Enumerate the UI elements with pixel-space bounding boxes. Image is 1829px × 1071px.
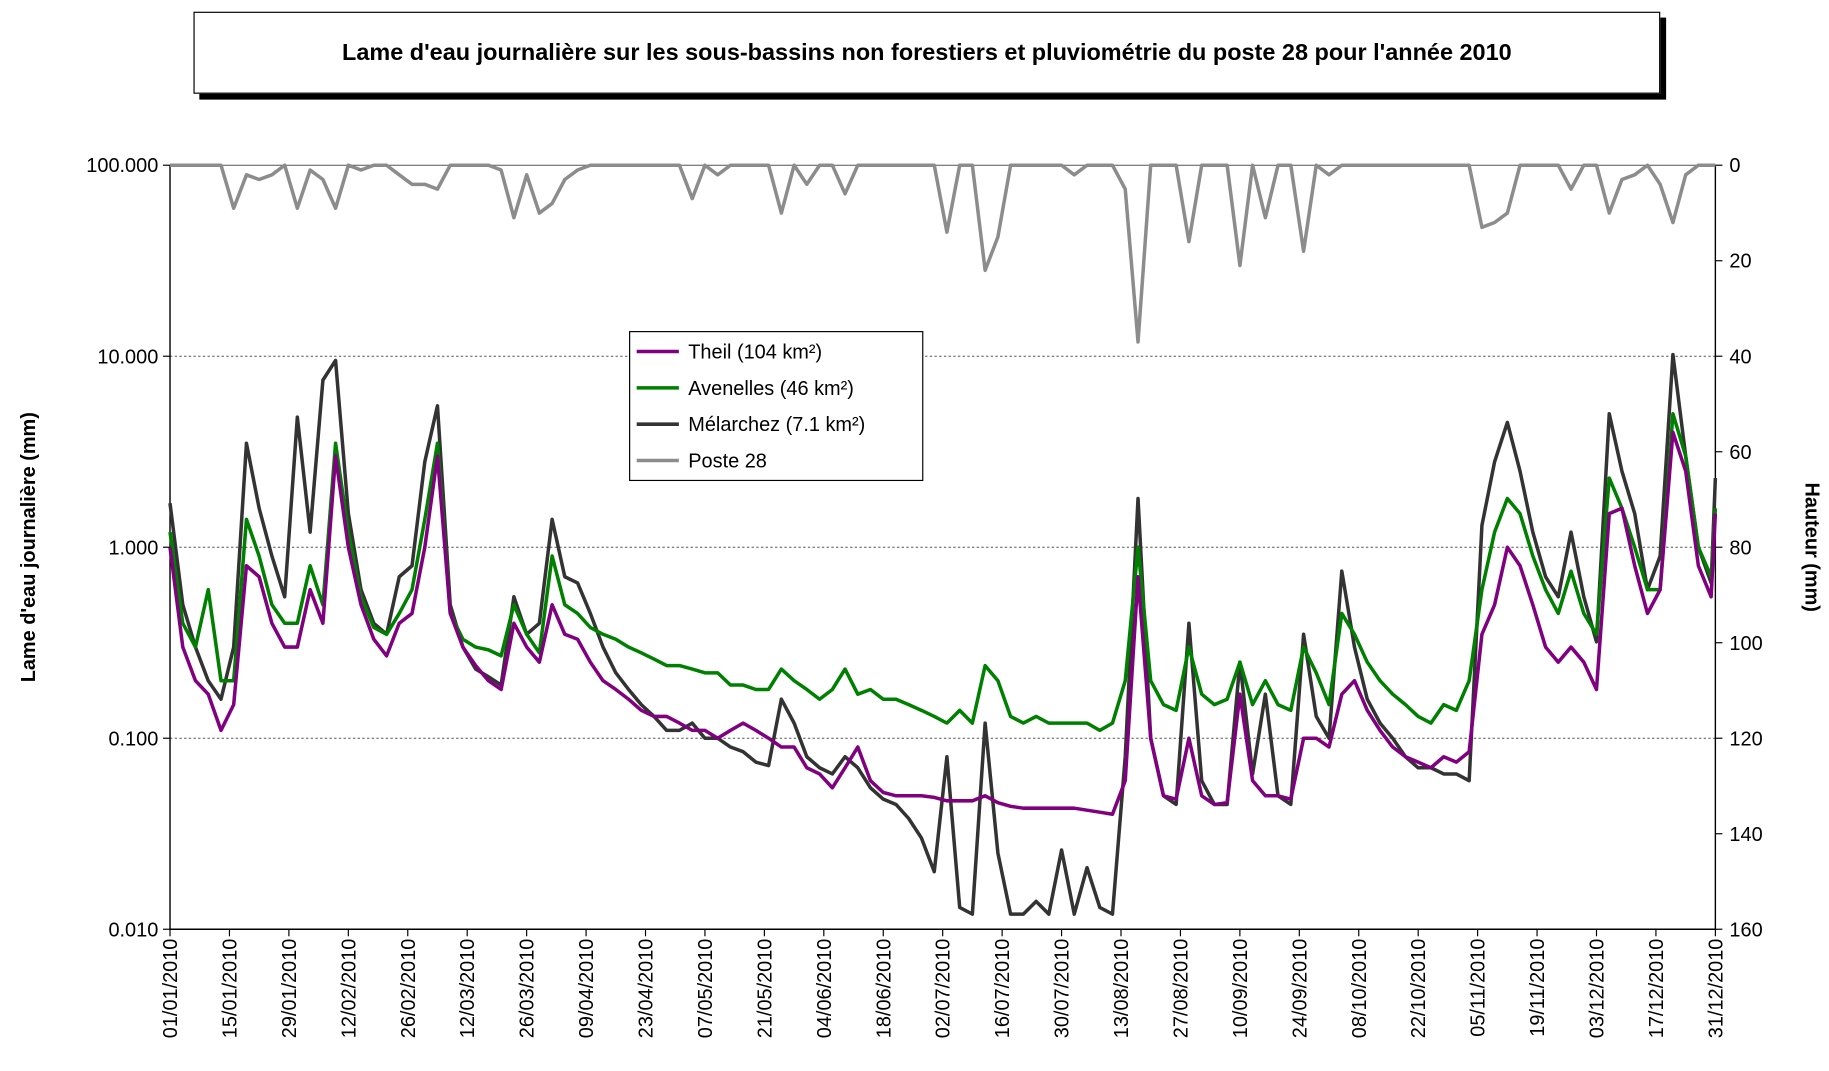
series-line xyxy=(168,352,1718,916)
x-tick-label: 08/10/2010 xyxy=(1349,939,1371,1039)
x-tick-label: 09/04/2010 xyxy=(576,939,598,1039)
y-tick-label: 100.000 xyxy=(86,155,158,177)
y-tick-label: 1.000 xyxy=(108,537,158,559)
y2-tick-label: 20 xyxy=(1729,251,1751,273)
y2-tick-label: 140 xyxy=(1729,824,1762,846)
x-tick-label: 26/03/2010 xyxy=(517,939,539,1039)
x-tick-label: 03/12/2010 xyxy=(1587,939,1609,1039)
y2-tick-label: 60 xyxy=(1729,442,1751,464)
y2-tick-label: 0 xyxy=(1729,155,1740,177)
legend-box xyxy=(629,331,924,482)
x-tick-label: 04/06/2010 xyxy=(814,939,836,1039)
x-tick-label: 19/11/2010 xyxy=(1527,939,1549,1037)
y2-tick-label: 40 xyxy=(1729,346,1751,368)
x-tick-label: 01/01/2010 xyxy=(160,939,182,1039)
x-tick-label: 12/02/2010 xyxy=(338,939,360,1039)
x-tick-label: 07/05/2010 xyxy=(695,939,717,1039)
x-tick-label: 22/10/2010 xyxy=(1408,939,1430,1039)
legend-label: Poste 28 xyxy=(688,451,767,473)
y2-tick-label: 100 xyxy=(1729,633,1762,655)
y-tick-label: 0.100 xyxy=(108,728,158,750)
series-line xyxy=(168,412,1718,733)
x-tick-label: 24/09/2010 xyxy=(1289,939,1311,1039)
y-axis-title: Lame d'eau journalière (mm) xyxy=(18,412,40,682)
y2-tick-label: 80 xyxy=(1729,537,1751,559)
y2-tick-label: 160 xyxy=(1729,919,1762,941)
legend-label: Theil (104 km²) xyxy=(688,342,822,364)
y2-tick-label: 120 xyxy=(1729,728,1762,750)
x-tick-label: 21/05/2010 xyxy=(754,939,776,1039)
x-tick-label: 02/07/2010 xyxy=(933,939,955,1039)
x-tick-label: 12/03/2010 xyxy=(457,939,479,1039)
y-tick-label: 10.000 xyxy=(97,346,158,368)
x-tick-label: 13/08/2010 xyxy=(1111,939,1133,1039)
x-tick-label: 26/02/2010 xyxy=(398,939,420,1039)
x-tick-label: 10/09/2010 xyxy=(1230,939,1252,1039)
series-line xyxy=(168,430,1718,817)
x-tick-label: 18/06/2010 xyxy=(873,939,895,1039)
y-tick-label: 0.010 xyxy=(108,919,158,941)
x-tick-label: 27/08/2010 xyxy=(1170,939,1192,1039)
legend-label: Avenelles (46 km²) xyxy=(688,378,854,400)
x-tick-label: 16/07/2010 xyxy=(992,939,1014,1039)
x-tick-label: 31/12/2010 xyxy=(1705,939,1727,1039)
x-tick-label: 30/07/2010 xyxy=(1052,939,1074,1039)
y2-axis-title: Hauteur (mm) xyxy=(1801,483,1823,612)
series-line xyxy=(170,163,1716,344)
x-tick-label: 29/01/2010 xyxy=(279,939,301,1039)
x-tick-label: 17/12/2010 xyxy=(1646,939,1668,1039)
x-tick-label: 15/01/2010 xyxy=(219,939,241,1039)
x-tick-label: 05/11/2010 xyxy=(1468,939,1490,1037)
legend-label: Mélarchez (7.1 km²) xyxy=(688,414,865,436)
chart-title: Lame d'eau journalière sur les sous-bass… xyxy=(193,11,1661,94)
x-tick-label: 23/04/2010 xyxy=(636,939,658,1039)
